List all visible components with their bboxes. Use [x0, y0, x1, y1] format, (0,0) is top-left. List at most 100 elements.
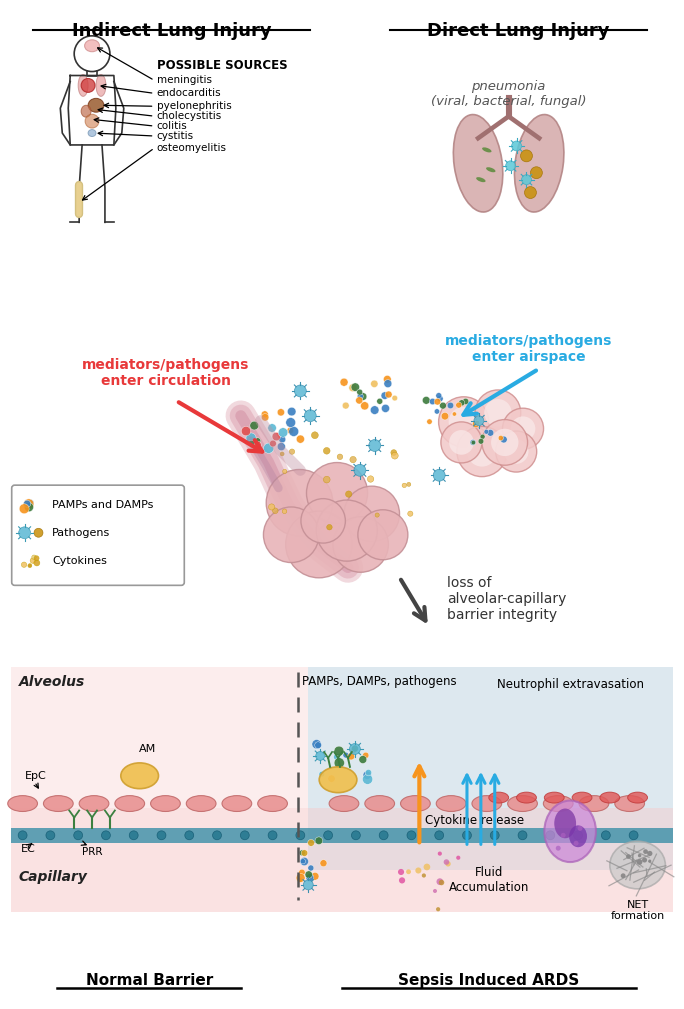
Circle shape	[351, 383, 360, 391]
Circle shape	[574, 830, 583, 839]
Circle shape	[445, 861, 451, 867]
Ellipse shape	[401, 796, 430, 811]
Circle shape	[480, 434, 485, 439]
Ellipse shape	[610, 842, 666, 889]
Circle shape	[334, 758, 345, 768]
Circle shape	[31, 555, 36, 559]
Text: EpC: EpC	[25, 771, 47, 781]
Circle shape	[277, 409, 285, 416]
Circle shape	[254, 438, 261, 444]
Ellipse shape	[436, 796, 466, 811]
Circle shape	[471, 440, 475, 445]
Circle shape	[319, 771, 325, 777]
Circle shape	[370, 406, 379, 415]
Circle shape	[268, 424, 276, 432]
Circle shape	[441, 422, 482, 463]
Text: colitis: colitis	[157, 121, 187, 131]
Circle shape	[315, 836, 323, 845]
Circle shape	[250, 441, 255, 447]
Text: mediators/pathogens
enter airspace: mediators/pathogens enter airspace	[445, 334, 612, 364]
Circle shape	[278, 428, 288, 437]
Circle shape	[250, 421, 259, 430]
Circle shape	[328, 775, 335, 782]
Text: endocarditis: endocarditis	[157, 89, 221, 98]
Circle shape	[423, 397, 430, 405]
Circle shape	[350, 744, 360, 755]
Circle shape	[263, 507, 319, 563]
Circle shape	[467, 437, 497, 466]
Circle shape	[25, 502, 34, 512]
Text: pneumonia
(viral, bacterial, fungal): pneumonia (viral, bacterial, fungal)	[431, 81, 586, 109]
Ellipse shape	[85, 114, 99, 128]
Circle shape	[241, 427, 251, 436]
Circle shape	[498, 436, 503, 441]
Ellipse shape	[544, 800, 596, 862]
Circle shape	[357, 394, 363, 400]
Circle shape	[81, 79, 95, 93]
Text: Neutrophil extravasation: Neutrophil extravasation	[497, 678, 644, 691]
Circle shape	[352, 745, 358, 752]
Text: cystitis: cystitis	[157, 131, 194, 141]
Circle shape	[254, 441, 261, 448]
Circle shape	[407, 482, 411, 486]
Circle shape	[375, 513, 379, 518]
Circle shape	[340, 378, 348, 386]
Circle shape	[437, 396, 443, 402]
Ellipse shape	[365, 796, 395, 811]
Circle shape	[308, 865, 314, 871]
Text: Indirect Lung Injury: Indirect Lung Injury	[72, 22, 272, 40]
Text: mediators/pathogens
enter circulation: mediators/pathogens enter circulation	[82, 358, 250, 388]
Circle shape	[34, 529, 43, 537]
Bar	[11, 828, 673, 844]
Circle shape	[561, 832, 566, 837]
Text: Capillary: Capillary	[18, 870, 88, 884]
Circle shape	[475, 421, 479, 426]
Circle shape	[379, 830, 388, 839]
Circle shape	[34, 560, 40, 566]
Circle shape	[347, 753, 355, 760]
Circle shape	[289, 427, 299, 437]
Circle shape	[521, 175, 531, 185]
Circle shape	[629, 830, 638, 839]
Circle shape	[185, 830, 194, 839]
Ellipse shape	[186, 796, 216, 811]
Ellipse shape	[8, 796, 38, 811]
Ellipse shape	[572, 792, 592, 803]
Circle shape	[305, 871, 313, 878]
Circle shape	[263, 443, 274, 453]
Ellipse shape	[150, 796, 181, 811]
Bar	[308, 667, 673, 870]
Circle shape	[333, 517, 389, 572]
Circle shape	[289, 449, 295, 454]
Circle shape	[462, 399, 469, 405]
Circle shape	[277, 443, 285, 451]
Circle shape	[213, 830, 222, 839]
Circle shape	[422, 874, 426, 878]
Circle shape	[503, 409, 544, 449]
Text: NET
formation: NET formation	[610, 900, 665, 921]
Text: AM: AM	[139, 744, 156, 754]
Circle shape	[286, 512, 352, 578]
Circle shape	[354, 464, 366, 476]
Ellipse shape	[476, 178, 486, 183]
Circle shape	[504, 439, 529, 464]
Ellipse shape	[514, 115, 564, 212]
Circle shape	[447, 403, 453, 409]
Circle shape	[438, 852, 442, 856]
Circle shape	[521, 150, 532, 161]
Circle shape	[487, 430, 494, 436]
Circle shape	[324, 447, 330, 454]
Ellipse shape	[489, 792, 509, 803]
Circle shape	[475, 389, 521, 436]
Circle shape	[457, 427, 507, 476]
Circle shape	[512, 141, 521, 151]
Circle shape	[456, 856, 460, 860]
Circle shape	[287, 427, 293, 434]
Circle shape	[300, 858, 308, 866]
Text: EC: EC	[21, 845, 36, 855]
Circle shape	[407, 830, 416, 839]
Circle shape	[272, 508, 278, 514]
Circle shape	[299, 870, 305, 876]
Circle shape	[438, 880, 445, 885]
Ellipse shape	[544, 792, 564, 803]
